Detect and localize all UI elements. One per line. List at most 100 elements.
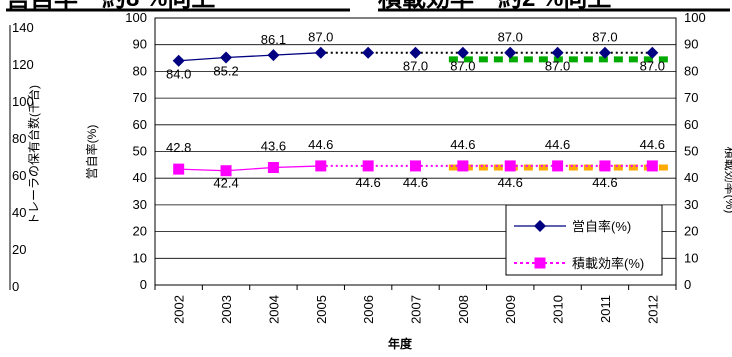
x-tick-label: 2005: [314, 295, 329, 324]
x-tick-label: 2009: [503, 295, 518, 324]
y-axis-label: 営自率(%): [84, 125, 99, 180]
x-tick-label: 2002: [172, 295, 187, 324]
x-tick-label: 2003: [219, 295, 234, 324]
legend-label: 営自率(%): [572, 219, 631, 234]
legend-label: 積載効率(%): [572, 256, 644, 271]
data-point-marker: [315, 160, 327, 172]
outer-tick-label: 40: [12, 205, 26, 220]
y-tick-label-right: 50: [684, 144, 698, 159]
data-point-marker: [267, 49, 280, 62]
y-axis-ticks-left: 0 10 20 30 40 50 60 70 80 90 100: [125, 10, 147, 292]
outer-tick-label: 140: [12, 20, 34, 35]
x-tick-label: 2010: [551, 295, 566, 324]
y-tick-label-left: 60: [133, 117, 147, 132]
data-point-marker: [267, 162, 279, 174]
outer-axis-ticks: 140 120 100 80 60 40 20 0: [12, 20, 34, 294]
data-point-marker: [314, 46, 327, 59]
series-line-solid: [178, 165, 321, 172]
data-point-marker: [220, 165, 232, 177]
y-tick-label-right: 80: [684, 63, 698, 78]
y-tick-label-right: 20: [684, 224, 698, 239]
outer-tick-label: 120: [12, 57, 34, 72]
outer-tick-label: 20: [12, 242, 26, 257]
data-point-marker: [552, 160, 564, 172]
y-tick-label-left: 90: [133, 37, 147, 52]
y-tick-label-left: 40: [133, 170, 147, 185]
outer-tick-label: 60: [12, 168, 26, 183]
data-label: 44.6: [355, 175, 380, 190]
y-tick-label-left: 50: [133, 144, 147, 159]
y-axis-right-label: 積載効率(%): [723, 147, 732, 214]
data-point-marker: [646, 46, 659, 59]
data-label: 44.6: [450, 137, 475, 152]
x-tick-label: 2011: [598, 295, 613, 323]
data-point-marker: [410, 160, 421, 172]
plot-area: [154, 17, 677, 286]
y-tick-label-left: 80: [133, 63, 147, 78]
y-tick-label-right: 10: [684, 250, 698, 265]
x-tick-label: 2012: [645, 295, 660, 324]
data-label: 44.6: [403, 175, 428, 190]
data-point-marker: [598, 46, 611, 59]
y-tick-label-right: 100: [684, 10, 706, 25]
data-label: 87.0: [640, 59, 665, 74]
data-point-marker: [504, 46, 517, 59]
y-tick-label-right: 70: [684, 90, 698, 105]
legend: 営自率(%) 積載効率(%): [505, 204, 663, 276]
data-point-marker: [599, 160, 611, 172]
data-label: 84.0: [166, 67, 191, 82]
data-label: 86.1: [261, 32, 286, 47]
x-axis-ticks: 2002 2003 2004 2005 2006 2007 2008 2009 2010 2011…: [154, 285, 677, 324]
data-point-marker: [220, 51, 233, 64]
data-point-marker: [551, 46, 564, 59]
data-labels: 84.0 85.2 86.1 87.0 87.0 87.0 87.0 87.0 87.0 87.0…: [166, 30, 665, 191]
data-label: 87.0: [308, 30, 333, 45]
x-axis-label: 年度: [388, 336, 413, 351]
data-point-marker: [646, 160, 658, 172]
legend-marker: [534, 220, 546, 232]
data-point-marker: [172, 54, 185, 67]
y-tick-label-left: 70: [133, 90, 147, 105]
y-tick-label-right: 0: [684, 277, 691, 292]
data-label: 42.4: [213, 176, 238, 191]
x-tick-label: 2006: [361, 295, 376, 324]
outer-tick-label: 0: [12, 279, 19, 294]
y-tick-label-left: 20: [133, 224, 147, 239]
data-point-marker: [456, 46, 469, 59]
data-label: 44.6: [308, 137, 333, 152]
data-label: 44.6: [545, 137, 570, 152]
data-label: 87.0: [403, 59, 428, 74]
data-point-marker: [362, 46, 375, 59]
x-tick-label: 2008: [456, 295, 471, 324]
data-point-marker: [173, 163, 185, 175]
data-point-marker: [457, 160, 469, 172]
data-label: 87.0: [498, 30, 523, 45]
series-line-solid: [178, 52, 321, 62]
data-point-marker: [409, 46, 422, 59]
data-label: 85.2: [213, 64, 238, 79]
data-label: 87.0: [592, 30, 617, 45]
outer-tick-label: 80: [12, 131, 26, 146]
legend-marker: [534, 257, 546, 269]
data-label: 44.6: [592, 175, 617, 190]
x-tick-label: 2004: [266, 295, 281, 324]
y-tick-label-right: 40: [684, 170, 698, 185]
y-tick-label-left: 30: [133, 197, 147, 212]
y-tick-label-right: 90: [684, 37, 698, 52]
data-point-marker: [504, 160, 516, 172]
y-axis-ticks-right: 0 10 20 30 40 50 60 70 80 90 100: [684, 10, 706, 292]
y-tick-label-left: 100: [125, 10, 147, 25]
data-label: 44.6: [640, 137, 665, 152]
y-tick-label-left: 0: [140, 277, 147, 292]
data-label: 87.0: [545, 59, 570, 74]
x-tick-label: 2007: [409, 295, 424, 324]
data-label: 42.8: [166, 140, 191, 155]
y-tick-label-left: 10: [133, 250, 147, 265]
series-layer: [172, 46, 659, 177]
y-tick-label-right: 30: [684, 197, 698, 212]
data-label: 44.6: [498, 175, 523, 190]
data-label: 87.0: [450, 59, 475, 74]
outer-axis-label: トレーラの保有台数(千台): [26, 85, 41, 225]
